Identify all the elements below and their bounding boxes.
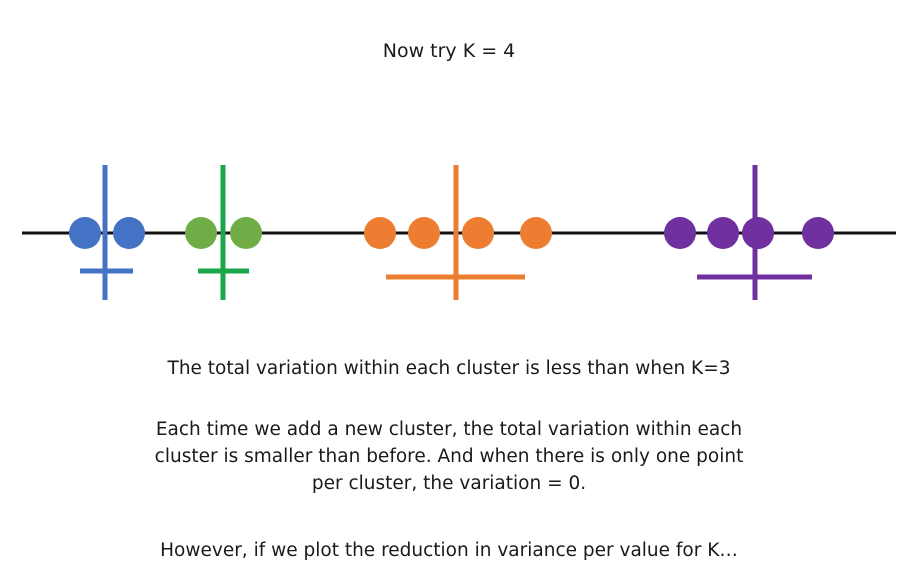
explanation-line: Each time we add a new cluster, the tota… — [155, 419, 743, 440]
explanation-paragraph: Each time we add a new cluster, the tota… — [0, 416, 898, 497]
cluster-4-point — [664, 217, 696, 249]
cluster-4-point — [742, 217, 774, 249]
cluster-3-point — [520, 217, 552, 249]
explanation-line: cluster is smaller than before. And when… — [154, 446, 744, 467]
cluster-4-point — [707, 217, 739, 249]
cluster-1 — [69, 165, 145, 300]
explanation-line: per cluster, the variation = 0. — [311, 473, 587, 494]
cluster-4-point — [802, 217, 834, 249]
slide-title: Now try K = 4 — [382, 40, 516, 62]
cluster-1-point — [69, 217, 101, 249]
variation-statement: The total variation within each cluster … — [167, 358, 731, 379]
cluster-4 — [664, 165, 834, 300]
cluster-3-point — [462, 217, 494, 249]
cluster-2-point — [230, 217, 262, 249]
closing-statement: However, if we plot the reduction in var… — [160, 540, 738, 561]
cluster-3-point — [408, 217, 440, 249]
cluster-3 — [364, 165, 552, 300]
cluster-3-point — [364, 217, 396, 249]
cluster-1-point — [113, 217, 145, 249]
cluster-2 — [185, 165, 262, 300]
cluster-2-point — [185, 217, 217, 249]
